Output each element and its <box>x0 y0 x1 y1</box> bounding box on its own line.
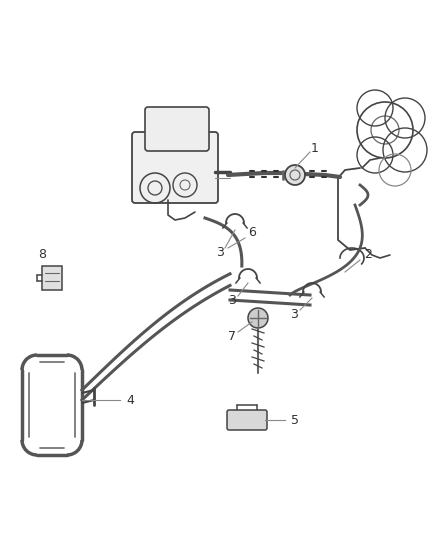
Circle shape <box>285 165 305 185</box>
Circle shape <box>248 308 268 328</box>
Circle shape <box>236 416 244 424</box>
Text: 8: 8 <box>38 248 46 262</box>
Text: 2: 2 <box>364 248 372 262</box>
Bar <box>42 266 62 290</box>
FancyBboxPatch shape <box>132 132 218 203</box>
Circle shape <box>250 416 258 424</box>
Text: 3: 3 <box>216 246 224 259</box>
Text: 1: 1 <box>311 141 319 155</box>
Text: 5: 5 <box>291 414 299 426</box>
Text: 4: 4 <box>126 393 134 407</box>
FancyBboxPatch shape <box>145 107 209 151</box>
Text: 3: 3 <box>290 308 298 320</box>
Text: 7: 7 <box>228 329 236 343</box>
Text: 3: 3 <box>228 294 236 306</box>
Text: 6: 6 <box>248 227 256 239</box>
FancyBboxPatch shape <box>227 410 267 430</box>
